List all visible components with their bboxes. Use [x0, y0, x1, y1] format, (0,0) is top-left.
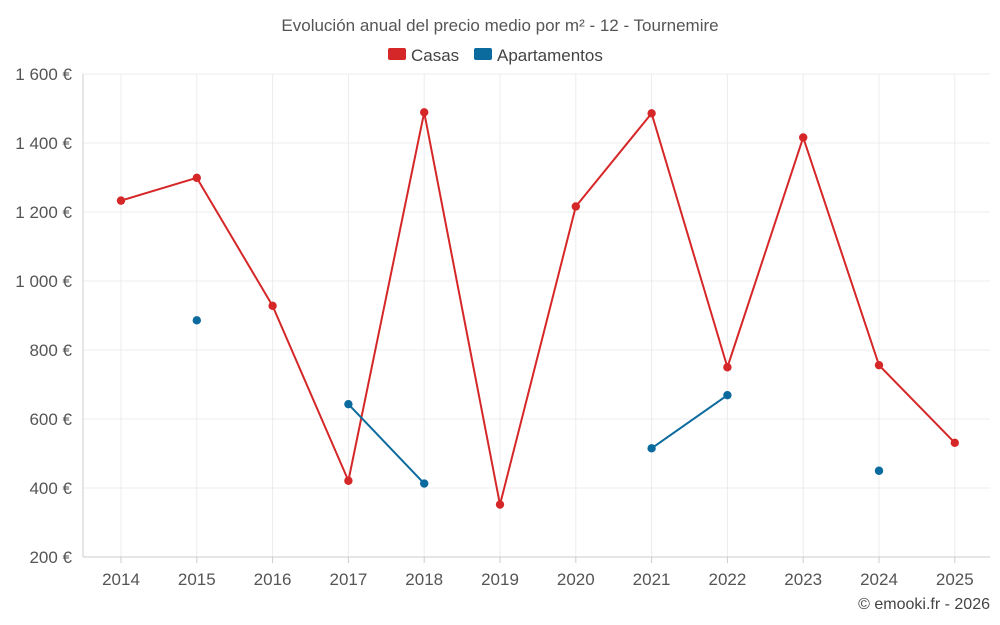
series: [116, 108, 959, 509]
x-tick-label: 2017: [329, 570, 367, 589]
casas-point-2015[interactable]: [192, 173, 201, 183]
x-tick-label: 2024: [860, 570, 898, 589]
casas-point-2022[interactable]: [723, 363, 732, 372]
legend-swatch-apartamentos: [474, 48, 492, 60]
casas-point-2014[interactable]: [116, 196, 126, 205]
chart-title: Evolución anual del precio medio por m² …: [281, 16, 718, 35]
apartamentos-point-2021[interactable]: [647, 444, 656, 453]
axes: 200 € 400 € 600 € 800 € 1 000 € 1 200 € 1 400 …: [15, 65, 990, 589]
legend-item-casas[interactable]: Casas: [388, 46, 459, 65]
casas-point-2025[interactable]: [950, 438, 959, 448]
casas-point-2024[interactable]: [874, 360, 884, 370]
legend-label-apartamentos: Apartamentos: [497, 46, 603, 65]
apartamentos-point-2015[interactable]: [192, 316, 201, 325]
x-tick-label: 2022: [708, 570, 746, 589]
apartamentos-line-segment: [651, 394, 728, 450]
y-tick-label: 1 200 €: [15, 203, 72, 222]
apartamentos-line-segment: [347, 403, 425, 485]
y-tick-label: 800 €: [29, 341, 72, 360]
y-tick-label: 200 €: [29, 548, 72, 567]
casas-point-2016[interactable]: [268, 301, 277, 311]
apartamentos-point-2018[interactable]: [420, 479, 429, 488]
legend-label-casas: Casas: [411, 46, 459, 65]
x-tick-label: 2019: [481, 570, 519, 589]
y-tick-label: 1 600 €: [15, 65, 72, 84]
legend-item-apartamentos[interactable]: Apartamentos: [474, 46, 603, 65]
y-tick-label: 1 000 €: [15, 272, 72, 291]
casas-point-2021[interactable]: [647, 109, 656, 118]
x-tick-label: 2016: [254, 570, 292, 589]
series-apartamentos: [192, 316, 884, 488]
series-casas: [116, 108, 959, 509]
x-tick-label: 2020: [557, 570, 595, 589]
casas-line-segment: [120, 111, 956, 506]
casas-point-2017[interactable]: [344, 476, 353, 485]
casas-point-2023[interactable]: [799, 133, 808, 142]
casas-point-2018[interactable]: [420, 108, 429, 117]
y-tick-label: 600 €: [29, 410, 72, 429]
x-tick-label: 2018: [405, 570, 443, 589]
x-tick-label: 2025: [936, 570, 974, 589]
legend-swatch-casas: [388, 48, 406, 60]
x-tick-label: 2023: [784, 570, 822, 589]
legend: Casas Apartamentos: [388, 46, 603, 65]
credit-text: © emooki.fr - 2026: [858, 596, 990, 613]
y-tick-label: 400 €: [29, 479, 72, 498]
casas-point-2019[interactable]: [495, 500, 505, 509]
x-tick-label: 2014: [102, 570, 140, 589]
apartamentos-point-2022[interactable]: [723, 390, 732, 400]
x-tick-label: 2015: [178, 570, 216, 589]
apartamentos-point-2017[interactable]: [344, 399, 353, 409]
casas-point-2020[interactable]: [571, 202, 580, 211]
grid: [83, 73, 990, 557]
y-tick-label: 1 400 €: [15, 134, 72, 153]
x-tick-label: 2021: [633, 570, 671, 589]
apartamentos-point-2024[interactable]: [874, 466, 884, 475]
